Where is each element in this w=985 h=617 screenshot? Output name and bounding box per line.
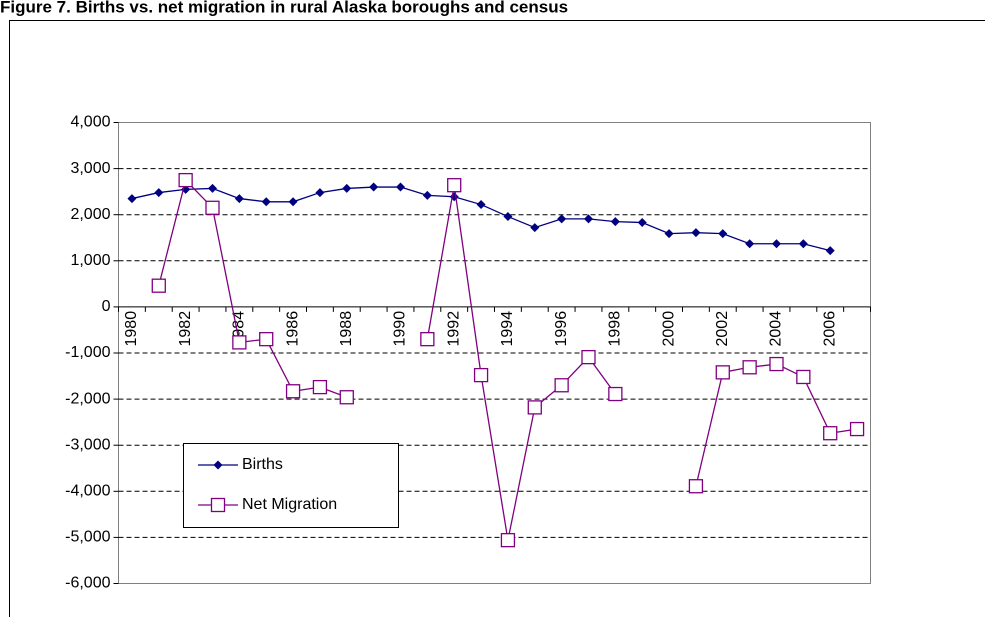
marker: [798, 239, 808, 249]
marker: [315, 188, 325, 198]
marker: [396, 182, 405, 192]
y-tick-label: -5,000: [65, 529, 110, 546]
y-tick-label: -4,000: [65, 483, 110, 500]
marker: [823, 426, 838, 441]
marker: [476, 200, 486, 210]
marker: [232, 335, 247, 350]
y-tick-label: -1,000: [65, 344, 110, 361]
marker: [261, 197, 271, 207]
marker: [503, 212, 513, 222]
marker: [691, 228, 701, 238]
y-tick-label: 3,000: [70, 160, 110, 177]
x-tick-label: 1994: [499, 311, 516, 347]
y-tick-label: 4,000: [70, 114, 110, 131]
marker: [154, 188, 164, 198]
marker: [178, 172, 193, 188]
marker: [849, 421, 865, 437]
marker: [637, 218, 647, 228]
x-tick-label: 1998: [607, 311, 624, 347]
marker: [769, 356, 784, 372]
x-tick-label: 1982: [177, 311, 194, 347]
x-tick-label: 2000: [660, 311, 677, 347]
marker: [527, 400, 542, 415]
marker: [581, 349, 596, 365]
x-tick-label: 2004: [768, 311, 785, 347]
marker: [718, 229, 728, 239]
y-tick-label: 2,000: [70, 206, 110, 223]
marker: [127, 194, 137, 204]
marker: [473, 367, 489, 383]
marker: [420, 332, 435, 347]
x-tick-label: 1980: [123, 311, 140, 347]
marker: [557, 214, 567, 224]
marker: [259, 332, 274, 347]
marker: [342, 183, 352, 193]
y-tick-label: 0: [102, 298, 111, 315]
marker: [339, 390, 354, 405]
marker: [715, 365, 730, 380]
marker: [825, 246, 835, 256]
x-tick-label: 1990: [392, 311, 409, 347]
marker: [205, 200, 220, 215]
marker: [288, 197, 298, 207]
marker: [664, 229, 674, 239]
marker: [796, 369, 811, 385]
marker: [500, 533, 516, 548]
marker: [610, 217, 620, 227]
legend-marker: [213, 460, 223, 470]
y-tick-label: -2,000: [65, 390, 110, 407]
marker: [554, 378, 569, 393]
marker: [369, 182, 379, 192]
legend-marker: [210, 497, 226, 513]
marker: [608, 386, 623, 402]
y-tick-label: 1,000: [70, 252, 110, 269]
legend-label: Births: [242, 456, 283, 473]
marker: [285, 384, 301, 399]
marker: [234, 194, 244, 204]
marker: [151, 278, 166, 293]
x-tick-label: 2002: [714, 311, 731, 347]
x-tick-label: 1986: [284, 311, 301, 347]
x-tick-label: 1988: [338, 311, 355, 347]
marker: [447, 178, 462, 193]
marker: [742, 360, 757, 375]
marker: [688, 479, 704, 494]
figure-frame: [9, 20, 985, 617]
marker: [530, 223, 540, 233]
marker: [745, 239, 755, 249]
legend: [183, 443, 399, 528]
marker: [422, 190, 432, 200]
marker: [208, 183, 217, 193]
marker: [772, 239, 781, 249]
x-tick-label: 2006: [821, 311, 838, 347]
marker: [584, 214, 593, 224]
y-tick-label: -3,000: [65, 436, 110, 453]
series-line: [131, 186, 831, 252]
y-tick-label: -6,000: [65, 575, 110, 592]
x-tick-label: 1996: [553, 311, 570, 347]
marker: [312, 379, 328, 395]
legend-label: Net Migration: [242, 496, 337, 513]
x-tick-label: 1992: [445, 311, 462, 347]
chart-title: Figure 7. Births vs. net migration in ru…: [0, 0, 568, 16]
